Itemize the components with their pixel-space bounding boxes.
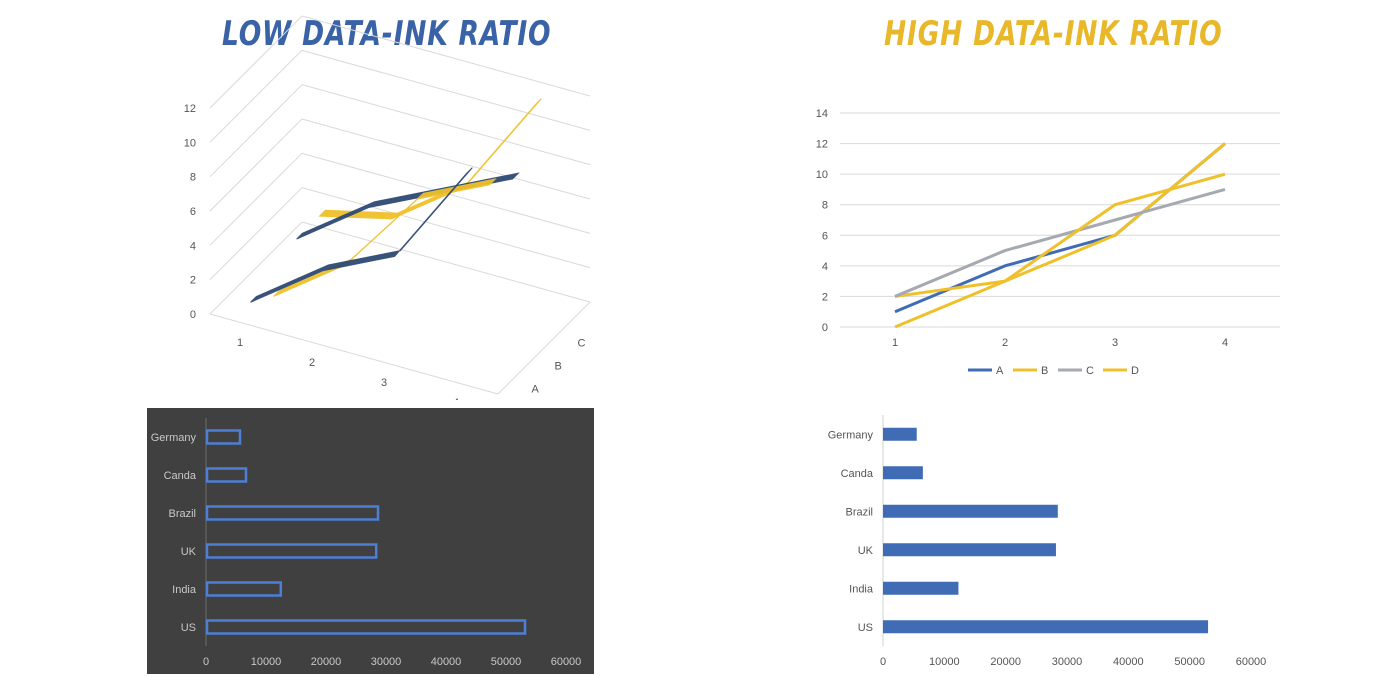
depth-tick-label: B bbox=[555, 361, 562, 373]
category-label: US bbox=[858, 622, 873, 634]
x-tick-label: 40000 bbox=[431, 656, 462, 668]
x-tick-label: 60000 bbox=[551, 656, 582, 668]
y-tick-label: 0 bbox=[190, 309, 196, 321]
left-heading: LOW DATA-INK RATIO bbox=[222, 14, 552, 54]
depth-tick-label: A bbox=[532, 384, 540, 396]
bar-Canda bbox=[205, 467, 248, 483]
y-tick-label: 6 bbox=[190, 206, 196, 218]
gridline-back bbox=[301, 221, 591, 303]
category-label: US bbox=[181, 622, 196, 634]
x-tick-label: 30000 bbox=[1052, 656, 1083, 668]
gridline-back bbox=[301, 118, 591, 200]
floor-edge bbox=[497, 301, 591, 395]
x-tick-label: 0 bbox=[203, 656, 209, 668]
category-label: UK bbox=[858, 545, 874, 557]
floor-edge bbox=[209, 313, 499, 395]
x-tick-label: 30000 bbox=[371, 656, 402, 668]
gridline-side bbox=[209, 221, 303, 315]
x-tick-label: 60000 bbox=[1236, 656, 1267, 668]
bar-US bbox=[205, 619, 527, 635]
y-tick-label: 10 bbox=[184, 137, 196, 149]
y-tick-label: 2 bbox=[822, 291, 828, 303]
y-tick-label: 12 bbox=[184, 103, 196, 115]
bar-Canda bbox=[883, 466, 923, 480]
x-tick-label: 3 bbox=[1112, 337, 1118, 349]
x-tick-label: 1 bbox=[237, 337, 243, 349]
series-line-C bbox=[894, 187, 1226, 298]
bar-UK bbox=[205, 543, 378, 559]
gridline-side bbox=[209, 49, 303, 143]
category-label: Germany bbox=[828, 429, 874, 441]
x-tick-label: 1 bbox=[892, 337, 898, 349]
x-tick-label: 50000 bbox=[491, 656, 522, 668]
category-label: India bbox=[172, 584, 197, 596]
category-label: Canda bbox=[164, 470, 197, 482]
gridline-side bbox=[209, 187, 303, 281]
category-label: Brazil bbox=[845, 506, 873, 518]
right-heading: HIGH DATA-INK RATIO bbox=[884, 14, 1223, 54]
x-tick-label: 10000 bbox=[251, 656, 282, 668]
y-tick-label: 12 bbox=[816, 139, 828, 151]
ribbon-series-D bbox=[318, 98, 542, 220]
y-tick-label: 0 bbox=[822, 322, 828, 334]
y-tick-label: 8 bbox=[822, 200, 828, 212]
category-label: Canda bbox=[841, 468, 874, 480]
depth-tick-label: C bbox=[578, 338, 586, 350]
x-tick-label: 20000 bbox=[311, 656, 342, 668]
line-3d-chart: 0246810121234ABCD bbox=[184, 15, 591, 400]
bar-UK bbox=[883, 543, 1056, 557]
gridline-side bbox=[209, 152, 303, 246]
bar-India bbox=[883, 581, 959, 595]
y-tick-label: 14 bbox=[816, 108, 828, 120]
bar-Brazil bbox=[205, 505, 380, 521]
x-tick-label: 3 bbox=[381, 377, 387, 389]
gridline-side bbox=[209, 15, 303, 109]
x-tick-label: 4 bbox=[453, 397, 459, 400]
legend-label-B: B bbox=[1041, 365, 1048, 377]
ribbon-series-B bbox=[273, 178, 497, 297]
x-tick-label: 2 bbox=[309, 357, 315, 369]
series-line-D bbox=[894, 172, 1226, 329]
bar-Brazil bbox=[883, 504, 1058, 518]
ribbon-series-C bbox=[296, 172, 520, 240]
bar-India bbox=[205, 581, 283, 597]
legend-label-A: A bbox=[996, 365, 1004, 377]
bar-chart-dark: Germany Canda Brazil UK India US 0 10000 20000 30… bbox=[147, 408, 594, 674]
bar-US bbox=[883, 620, 1209, 634]
y-tick-label: 4 bbox=[190, 240, 196, 252]
x-tick-label: 40000 bbox=[1113, 656, 1144, 668]
y-tick-label: 8 bbox=[190, 172, 196, 184]
bar-Germany bbox=[883, 427, 917, 441]
x-tick-label: 50000 bbox=[1174, 656, 1205, 668]
y-tick-label: 10 bbox=[816, 169, 828, 181]
category-label: India bbox=[849, 583, 874, 595]
y-tick-label: 4 bbox=[822, 261, 828, 273]
x-tick-label: 0 bbox=[880, 656, 886, 668]
gridline-back bbox=[301, 49, 591, 131]
gridline-side bbox=[209, 84, 303, 178]
chart-background bbox=[147, 408, 594, 674]
category-label: Germany bbox=[151, 432, 197, 444]
gridline-back bbox=[301, 187, 591, 269]
y-tick-label: 6 bbox=[822, 230, 828, 242]
x-tick-label: 2 bbox=[1002, 337, 1008, 349]
legend-label-C: C bbox=[1086, 365, 1094, 377]
ribbon-series-A bbox=[250, 167, 473, 303]
x-tick-label: 20000 bbox=[990, 656, 1021, 668]
gridline-side bbox=[209, 118, 303, 212]
category-label: UK bbox=[181, 546, 197, 558]
category-label: Brazil bbox=[168, 508, 196, 520]
x-tick-label: 10000 bbox=[929, 656, 960, 668]
bar-Germany bbox=[205, 429, 242, 445]
gridline-back bbox=[301, 84, 591, 166]
x-tick-label: 4 bbox=[1222, 337, 1228, 349]
y-tick-label: 2 bbox=[190, 275, 196, 287]
gridline-back bbox=[301, 15, 591, 97]
legend-label-D: D bbox=[1131, 365, 1139, 377]
